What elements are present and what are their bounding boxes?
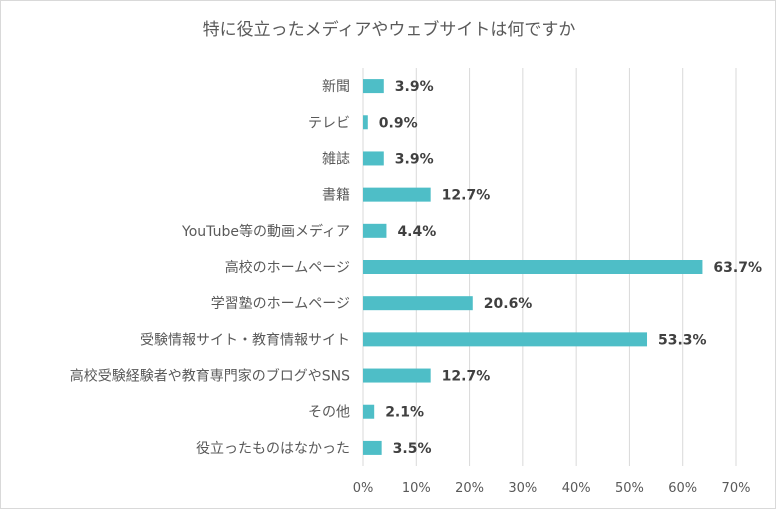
category-label: 役立ったものはなかった	[196, 441, 350, 457]
category-label: その他	[308, 405, 350, 421]
bar	[363, 404, 375, 419]
x-tick-label: 70%	[722, 481, 751, 496]
data-label: 3.5%	[393, 441, 432, 457]
category-label: 受験情報サイト・教育情報サイト	[140, 332, 350, 348]
data-label: 63.7%	[713, 260, 762, 276]
bar	[363, 296, 473, 311]
bar	[363, 332, 648, 347]
x-tick-label: 30%	[508, 481, 537, 496]
data-label: 0.9%	[379, 115, 418, 131]
bar	[363, 115, 368, 130]
data-label: 20.6%	[484, 296, 533, 312]
category-label: テレビ	[308, 115, 350, 131]
bar	[363, 187, 431, 202]
data-label: 2.1%	[385, 405, 424, 421]
data-label: 53.3%	[658, 332, 707, 348]
category-label: 学習塾のホームページ	[211, 296, 350, 312]
x-tick-label: 0%	[353, 481, 374, 496]
x-tick-label: 40%	[562, 481, 591, 496]
x-tick-label: 60%	[668, 481, 697, 496]
category-label: 新聞	[322, 79, 350, 95]
category-label: YouTube等の動画メディア	[181, 223, 350, 240]
chart-title: 特に役立ったメディアやウェブサイトは何ですか	[202, 20, 576, 40]
category-label: 書籍	[322, 187, 350, 204]
category-label: 高校受験経験者や教育専門家のブログやSNS	[70, 368, 350, 385]
data-label: 3.9%	[395, 79, 434, 95]
bar	[363, 79, 384, 94]
bar	[363, 223, 387, 238]
category-label: 雑誌	[322, 151, 350, 167]
data-label: 12.7%	[442, 188, 491, 204]
bar	[363, 368, 431, 383]
category-label: 高校のホームページ	[225, 259, 350, 276]
data-label: 12.7%	[442, 369, 491, 385]
bar	[363, 440, 382, 455]
x-tick-label: 10%	[402, 481, 431, 496]
x-tick-label: 50%	[615, 481, 644, 496]
x-tick-label: 20%	[455, 481, 484, 496]
data-label: 4.4%	[397, 224, 436, 240]
bar	[363, 260, 703, 274]
bar	[363, 151, 384, 166]
data-label: 3.9%	[395, 151, 434, 167]
